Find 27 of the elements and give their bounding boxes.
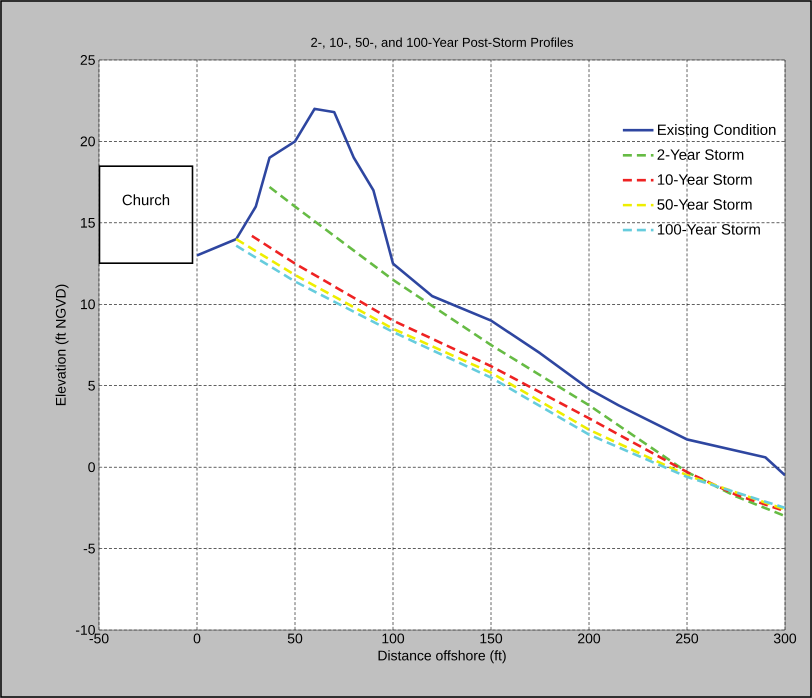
- x-tick-label: 150: [480, 634, 502, 644]
- legend-label: 100-Year Storm: [658, 224, 760, 235]
- legend-label: 2-Year Storm: [658, 149, 744, 160]
- x-axis-title: Distance offshore (ft): [378, 650, 506, 664]
- legend-label: Existing Condition: [658, 124, 776, 138]
- x-tick-label: 100: [382, 634, 404, 644]
- line-series: [196, 108, 786, 477]
- chart-title: 2-, 10-, 50-, and 100-Year Post-Storm Profiles: [311, 37, 574, 48]
- legend-label: 10-Year Storm: [658, 174, 752, 185]
- y-tick-label: -10: [76, 625, 95, 635]
- x-tick-label: 0: [194, 634, 200, 644]
- x-tick-label: 300: [774, 634, 796, 644]
- annotation: Church: [122, 194, 170, 206]
- y-axis-title: Elevation (ft NGVD): [55, 284, 68, 406]
- y-tick-label: 0: [88, 462, 95, 472]
- x-tick-label: -50: [90, 634, 109, 644]
- y-tick-label: 25: [80, 55, 95, 65]
- line-series: [268, 186, 786, 518]
- x-tick-label: 50: [288, 634, 302, 644]
- y-tick-label: 15: [81, 218, 95, 228]
- x-tick-label: 250: [676, 634, 698, 644]
- y-tick-label: 5: [88, 380, 95, 391]
- legend-label: 50-Year Storm: [657, 199, 752, 210]
- y-tick-label: 20: [80, 136, 95, 146]
- y-tick-label: -5: [84, 544, 95, 554]
- y-tick-label: 10: [81, 299, 95, 310]
- x-tick-label: 200: [578, 634, 600, 644]
